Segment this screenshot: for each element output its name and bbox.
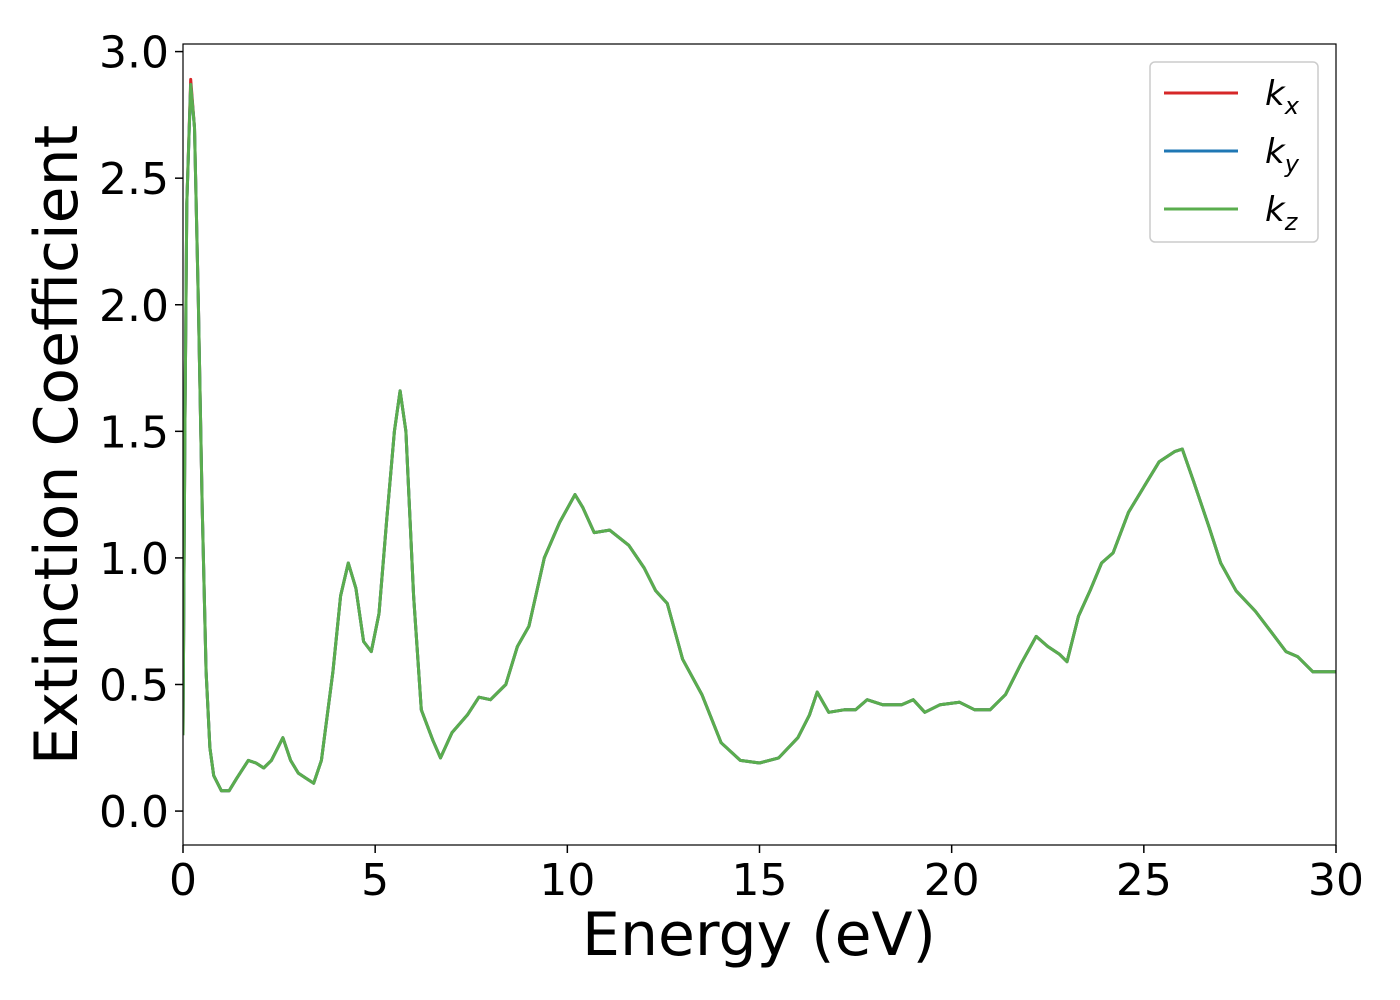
y-tick-label: 0.0 <box>99 787 169 838</box>
x-tick-label: 5 <box>361 855 389 906</box>
y-tick-label: 0.5 <box>99 660 169 711</box>
y-tick-label: 1.0 <box>99 534 169 585</box>
legend-label: kx <box>1265 74 1300 120</box>
y-axis-label: Extinction Coefficient <box>22 125 92 765</box>
x-tick-label: 15 <box>732 855 788 906</box>
plot-frame <box>182 43 1337 846</box>
x-tick-label: 0 <box>169 855 197 906</box>
x-axis-label: Energy (eV) <box>582 900 936 970</box>
y-tick-label: 2.5 <box>99 154 169 205</box>
x-tick-label: 30 <box>1308 855 1364 906</box>
y-tick-label: 3.0 <box>99 28 169 79</box>
series-line <box>183 83 1336 793</box>
y-tick-label: 2.0 <box>99 281 169 332</box>
x-tick-label: 25 <box>1116 855 1172 906</box>
x-tick-label: 10 <box>539 855 595 906</box>
legend-label: kz <box>1265 190 1299 236</box>
y-tick-label: 1.5 <box>99 407 169 458</box>
x-tick-label: 20 <box>924 855 980 906</box>
legend-label: ky <box>1265 132 1300 178</box>
